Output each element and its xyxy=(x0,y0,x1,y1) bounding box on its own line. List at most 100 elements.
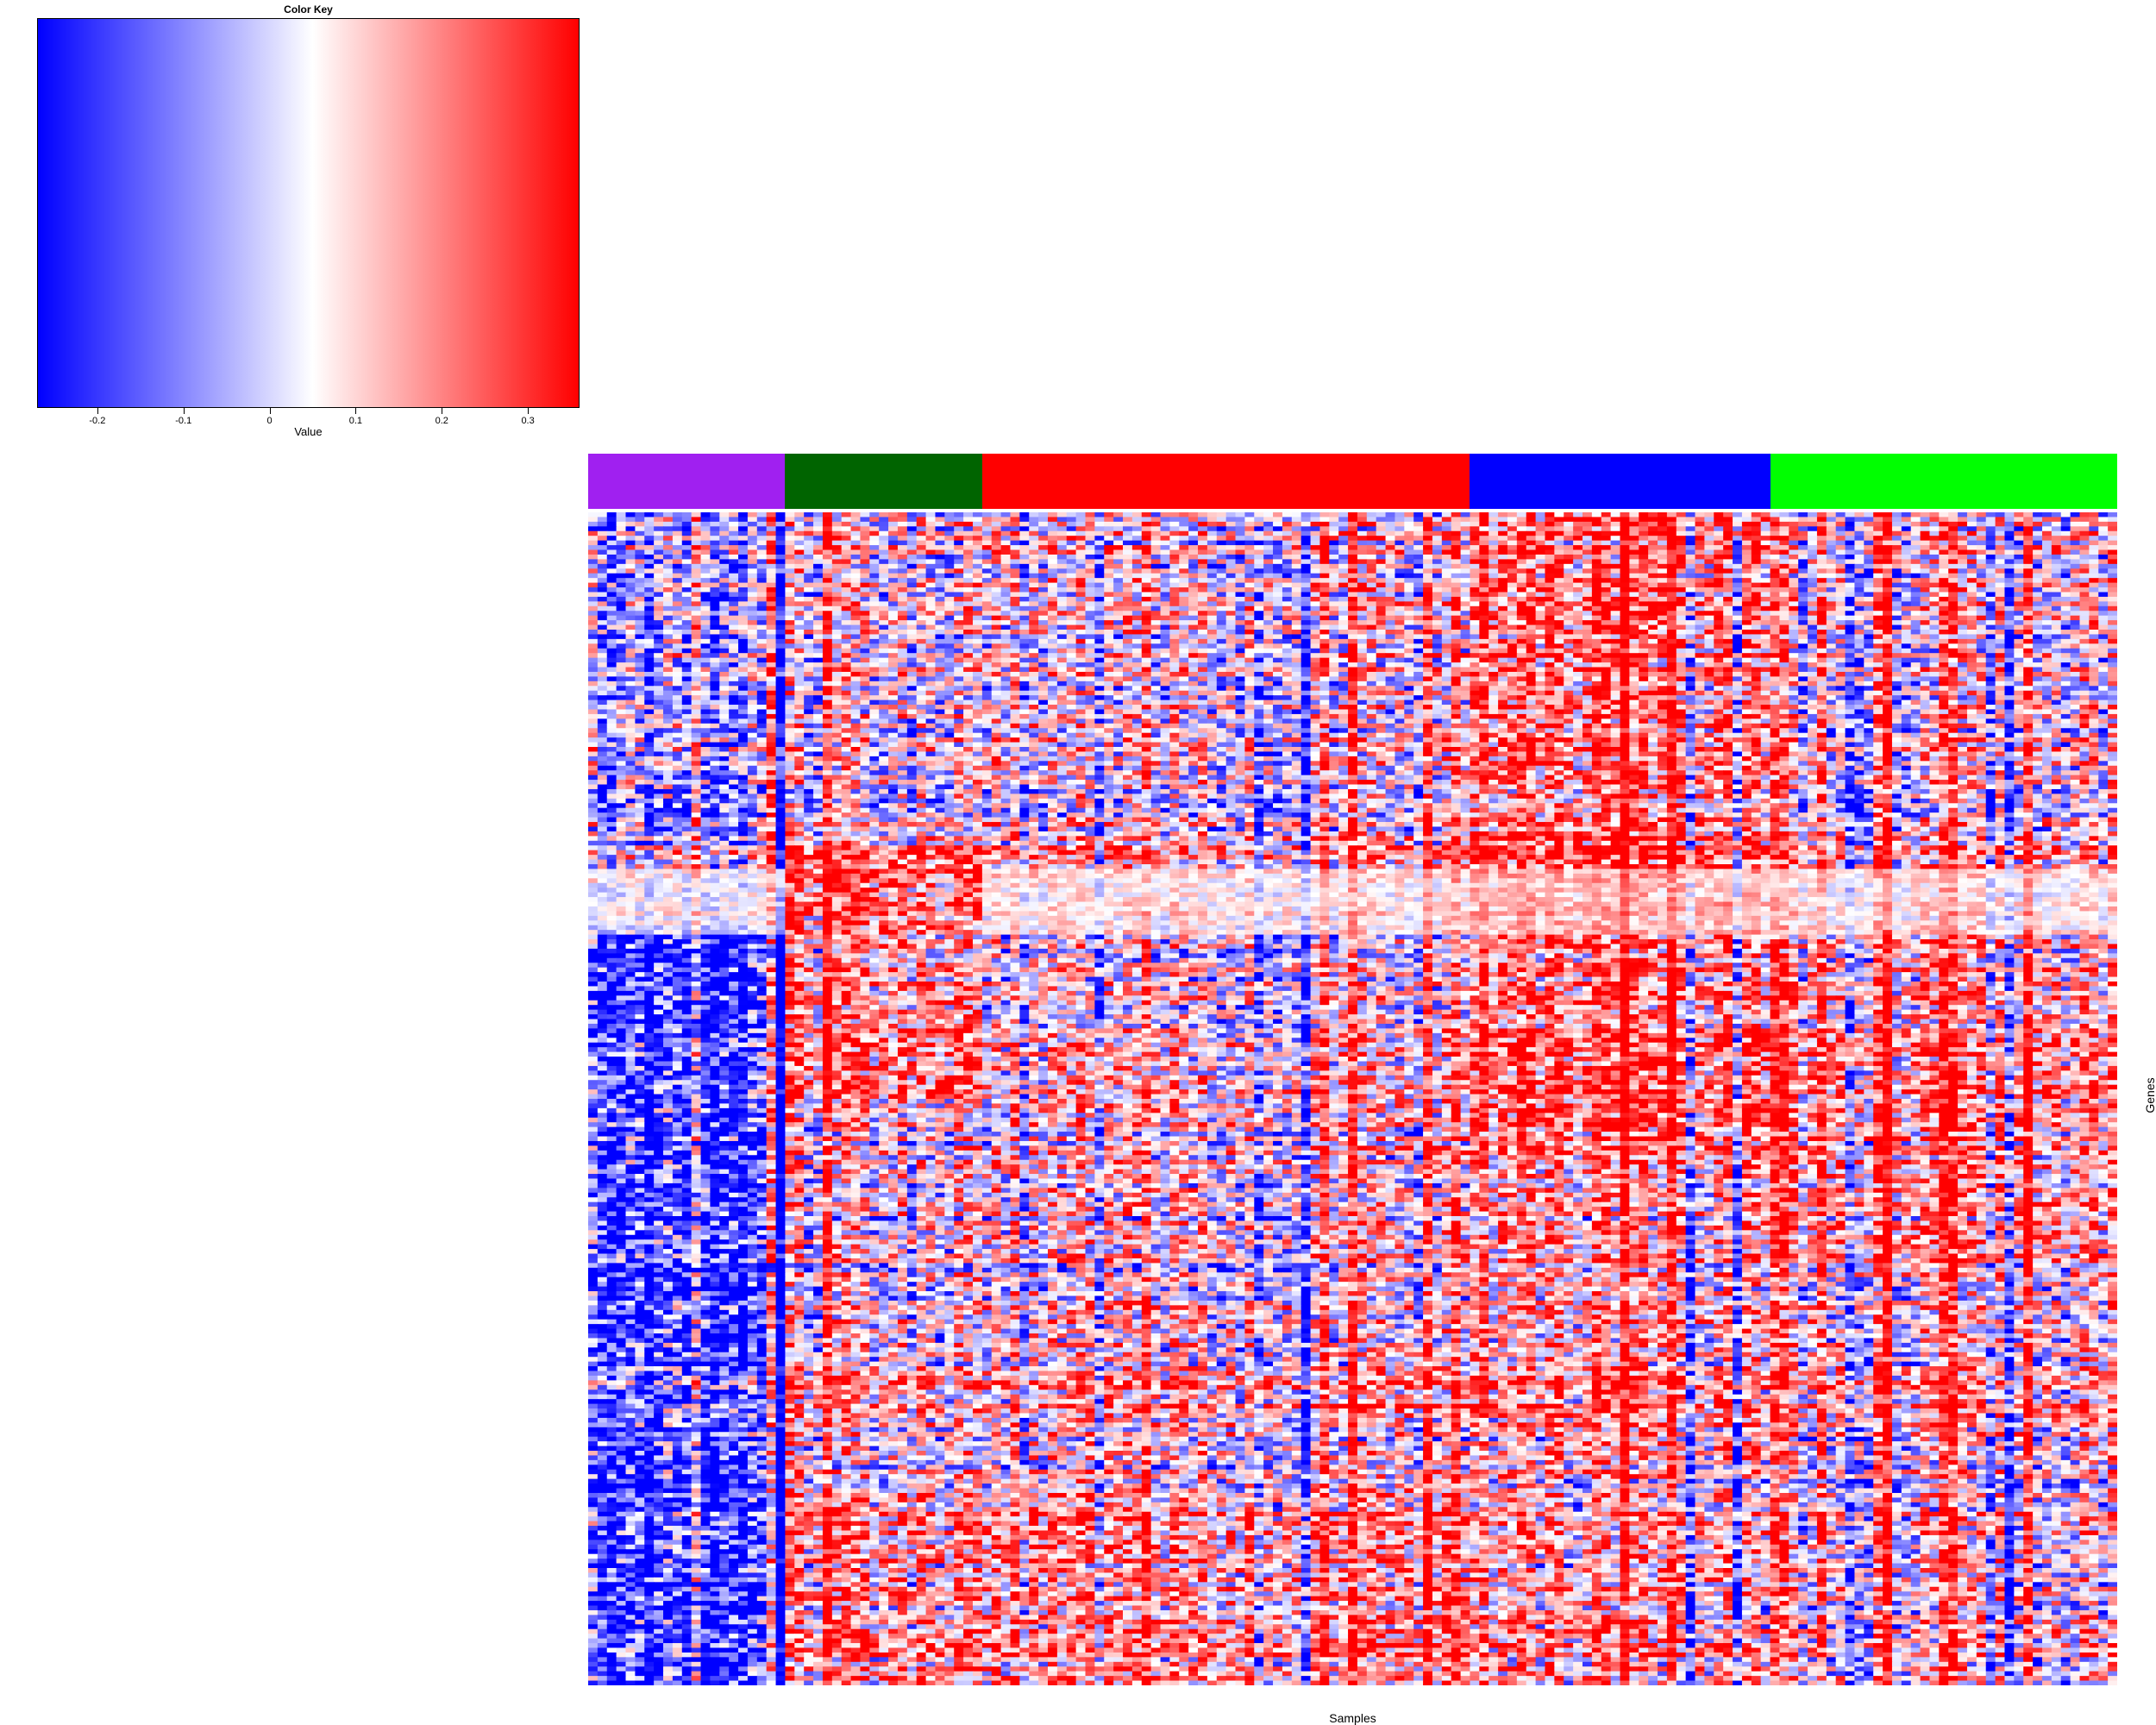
heatmap-cell xyxy=(1470,563,1480,569)
heatmap-cell xyxy=(1966,512,1977,518)
heatmap-cell xyxy=(1695,611,1705,617)
heatmap-cell xyxy=(1845,526,1856,532)
heatmap-cell xyxy=(1188,605,1199,612)
heatmap-cell xyxy=(1160,596,1170,602)
heatmap-cell xyxy=(1282,596,1293,602)
heatmap-cell xyxy=(2033,596,2043,602)
heatmap-cell xyxy=(944,540,955,546)
heatmap-cell xyxy=(1666,521,1677,527)
heatmap-cell xyxy=(1441,605,1452,612)
heatmap-cell xyxy=(1066,536,1077,542)
heatmap-cell xyxy=(1179,643,1189,649)
heatmap-cell xyxy=(1019,545,1030,551)
heatmap-cell xyxy=(1948,643,1959,649)
heatmap-cell xyxy=(963,630,974,636)
heatmap-cell xyxy=(1085,624,1095,630)
heatmap-cell xyxy=(1854,638,1865,644)
heatmap-cell xyxy=(1835,620,1846,626)
heatmap-cell xyxy=(691,536,702,542)
heatmap-cell xyxy=(1685,517,1696,523)
heatmap-cell xyxy=(1423,563,1433,569)
heatmap-cell xyxy=(897,615,908,621)
heatmap-cell xyxy=(1816,587,1827,593)
heatmap-cell xyxy=(785,634,795,640)
heatmap-cell xyxy=(1489,545,1499,551)
heatmap-cell xyxy=(710,634,720,640)
heatmap-cell xyxy=(1254,578,1264,584)
heatmap-cell xyxy=(719,530,730,536)
heatmap-cell xyxy=(747,578,758,584)
heatmap-cell xyxy=(1160,620,1170,626)
heatmap-cell xyxy=(1958,526,1968,532)
heatmap-cell xyxy=(1685,573,1696,579)
heatmap-cell xyxy=(1460,615,1471,621)
heatmap-cell xyxy=(1150,540,1162,546)
heatmap-cell xyxy=(1985,620,1996,626)
heatmap-cell xyxy=(1131,648,1143,654)
heatmap-cell xyxy=(954,587,964,593)
heatmap-cell xyxy=(1535,648,1546,654)
heatmap-cell xyxy=(1601,630,1612,636)
heatmap-cell xyxy=(1826,568,1837,574)
heatmap-cell xyxy=(1507,601,1518,607)
heatmap-cell xyxy=(841,530,852,536)
heatmap-cell xyxy=(625,536,636,542)
heatmap-cell xyxy=(1385,582,1396,588)
heatmap-cell xyxy=(1470,568,1480,574)
heatmap-cell xyxy=(1948,549,1959,555)
heatmap-cell xyxy=(2098,536,2109,542)
heatmap-cell xyxy=(1808,545,1818,551)
heatmap-cell xyxy=(1601,605,1612,612)
heatmap-cell xyxy=(766,601,777,607)
heatmap-cell xyxy=(1929,582,1940,588)
heatmap-cell xyxy=(663,526,674,532)
heatmap-cell xyxy=(1826,601,1837,607)
heatmap-cell xyxy=(1206,638,1218,644)
heatmap-cell xyxy=(1489,611,1499,617)
heatmap-cell xyxy=(1235,620,1246,626)
heatmap-cell xyxy=(1995,648,2006,654)
heatmap-cell xyxy=(804,521,814,527)
heatmap-cell xyxy=(2098,582,2109,588)
heatmap-cell xyxy=(1939,643,1949,649)
heatmap-cell xyxy=(1891,601,1902,607)
heatmap-cell xyxy=(1094,568,1105,574)
heatmap-cell xyxy=(597,648,608,654)
heatmap-cell xyxy=(766,536,777,542)
heatmap-cell xyxy=(1610,517,1621,523)
heatmap-cell xyxy=(1198,512,1208,518)
heatmap-cell xyxy=(1404,530,1414,536)
heatmap-cell xyxy=(1263,611,1274,617)
heatmap-cell xyxy=(1835,587,1846,593)
heatmap-cell xyxy=(1198,648,1208,654)
heatmap-cell xyxy=(1620,592,1630,598)
heatmap-cell xyxy=(1470,638,1480,644)
heatmap-cell xyxy=(822,563,833,569)
heatmap-cell xyxy=(944,578,955,584)
heatmap-cell xyxy=(2089,648,2099,654)
heatmap-cell xyxy=(1131,630,1143,636)
heatmap-cell xyxy=(1507,648,1518,654)
heatmap-cell xyxy=(1348,530,1358,536)
heatmap-cell xyxy=(672,517,683,523)
heatmap-cell xyxy=(2051,563,2062,569)
heatmap-cell xyxy=(1160,605,1170,612)
heatmap-cell xyxy=(1958,545,1968,551)
heatmap-cell xyxy=(1920,630,1931,636)
heatmap-cell xyxy=(1319,573,1330,579)
heatmap-cell xyxy=(1966,563,1977,569)
heatmap-cell xyxy=(1507,536,1518,542)
heatmap-cell xyxy=(2051,540,2062,546)
heatmap-cell xyxy=(1789,563,1799,569)
heatmap-cell xyxy=(1338,624,1349,630)
heatmap-cell xyxy=(1658,611,1668,617)
heatmap-cell xyxy=(1160,573,1170,579)
heatmap-cell xyxy=(1357,582,1368,588)
heatmap-cell xyxy=(794,549,805,555)
heatmap-cell xyxy=(1056,530,1068,536)
heatmap-cell xyxy=(2023,545,2034,551)
heatmap-cell xyxy=(597,592,608,598)
heatmap-cell xyxy=(954,540,964,546)
heatmap-cell xyxy=(1564,530,1574,536)
heatmap-cell xyxy=(1920,578,1931,584)
